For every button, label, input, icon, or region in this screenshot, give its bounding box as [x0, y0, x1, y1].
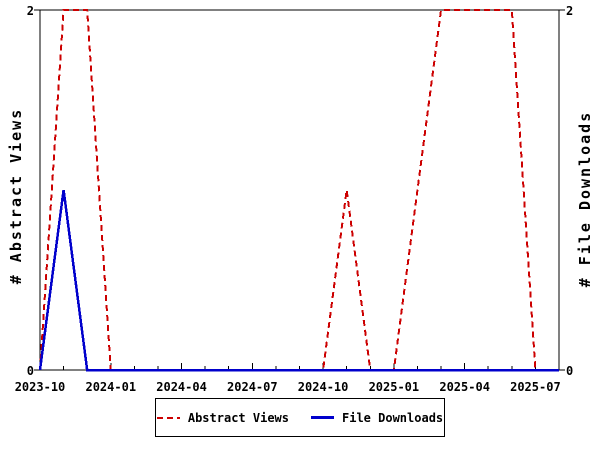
x-tick-label: 2025-01 — [369, 380, 420, 394]
y-tick-label-left: 0 — [27, 364, 34, 378]
series-line-file-downloads — [38, 189, 559, 372]
legend-sample-abstract-views — [156, 416, 180, 419]
y-tick-label-right: 0 — [566, 364, 573, 378]
y-tick-label-right: 2 — [566, 4, 573, 18]
x-tick-label: 2025-04 — [439, 380, 490, 394]
plot-border — [39, 9, 560, 371]
legend-label-abstract-views: Abstract Views — [187, 410, 289, 425]
x-tick-label: 2024-04 — [156, 380, 207, 394]
legend-label-file-downloads: File Downloads — [342, 410, 444, 425]
legend-sample-file-downloads — [311, 416, 334, 419]
x-tick-label: 2025-07 — [510, 380, 561, 394]
x-tick-label: 2024-07 — [227, 380, 278, 394]
y-tick-label-left: 2 — [27, 4, 34, 18]
x-tick-label: 2023-10 — [15, 380, 66, 394]
legend: Abstract Views File Downloads — [155, 398, 445, 437]
series-line-abstract-views — [39, 9, 559, 371]
x-tick-label: 2024-10 — [298, 380, 349, 394]
x-tick-label: 2024-01 — [85, 380, 136, 394]
